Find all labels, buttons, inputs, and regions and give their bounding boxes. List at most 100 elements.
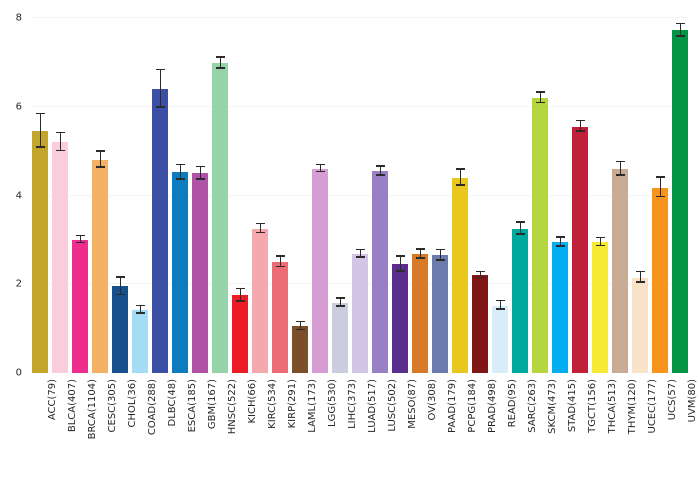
bar[interactable] (572, 126, 588, 373)
bar[interactable] (632, 277, 648, 373)
bar[interactable] (192, 173, 208, 373)
bar[interactable] (472, 275, 488, 373)
bar-group[interactable] (612, 18, 628, 373)
bar[interactable] (172, 172, 188, 373)
bar-group[interactable] (72, 18, 88, 373)
bar-group[interactable] (512, 18, 528, 373)
error-bar-line (159, 70, 161, 108)
bar-group[interactable] (652, 18, 668, 373)
bar-group[interactable] (92, 18, 108, 373)
error-bar-line (659, 177, 661, 198)
bar-group[interactable] (572, 18, 588, 373)
error-bar-cap-upper (455, 168, 465, 170)
bar[interactable] (312, 168, 328, 373)
bar-group[interactable] (212, 18, 228, 373)
error-bar-cap-upper (475, 270, 485, 273)
bar[interactable] (212, 63, 228, 373)
error-bar-cap-lower (175, 177, 185, 180)
bar[interactable] (232, 295, 248, 373)
bar[interactable] (272, 262, 288, 373)
bar[interactable] (512, 228, 528, 373)
bar-group[interactable] (452, 18, 468, 373)
bar-group[interactable] (112, 18, 128, 373)
x-tick-label: ESCA(185) (187, 379, 198, 433)
bar-group[interactable] (252, 18, 268, 373)
bar-series (30, 18, 690, 373)
error-bar-cap-upper (535, 90, 545, 93)
bar-group[interactable] (552, 18, 568, 373)
error-bar-cap-upper (155, 68, 165, 71)
bar[interactable] (532, 97, 548, 373)
bar-group[interactable] (432, 18, 448, 373)
bar[interactable] (672, 30, 688, 373)
y-tick-label: 0 (15, 367, 22, 379)
error-bar-cap-lower (415, 256, 425, 259)
bar[interactable] (392, 264, 408, 373)
bar[interactable] (492, 305, 508, 373)
bar[interactable] (592, 242, 608, 373)
error-bar-cap-lower (115, 293, 125, 296)
bar[interactable] (372, 171, 388, 373)
error-bar-cap-upper (375, 165, 385, 167)
bar-group[interactable] (532, 18, 548, 373)
bar-group[interactable] (132, 18, 148, 373)
gridline-y-6 (30, 105, 690, 107)
error-bar-cap-upper (315, 163, 325, 166)
bar-group[interactable] (292, 18, 308, 373)
bar[interactable] (252, 228, 268, 373)
bar-group[interactable] (332, 18, 348, 373)
bar[interactable] (652, 187, 668, 373)
bar-group[interactable] (32, 18, 48, 373)
bar-group[interactable] (272, 18, 288, 373)
bar[interactable] (612, 168, 628, 373)
bar[interactable] (152, 89, 168, 373)
bar[interactable] (112, 286, 128, 373)
x-tick-label: COAD(288) (147, 379, 158, 436)
error-bar-line (459, 169, 461, 186)
bar-group[interactable] (232, 18, 248, 373)
bar[interactable] (452, 177, 468, 373)
bar-group[interactable] (392, 18, 408, 373)
bar-group[interactable] (412, 18, 428, 373)
bar[interactable] (72, 239, 88, 373)
bar[interactable] (432, 255, 448, 373)
bar-group[interactable] (372, 18, 388, 373)
bar[interactable] (52, 142, 68, 373)
bar-group[interactable] (632, 18, 648, 373)
error-bar-cap-lower (615, 173, 625, 176)
error-bar-cap-lower (575, 130, 585, 133)
bar[interactable] (412, 254, 428, 373)
error-bar-line (539, 92, 541, 104)
bar[interactable] (132, 310, 148, 373)
bar-group[interactable] (352, 18, 368, 373)
error-bar-cap-lower (55, 149, 65, 152)
bar-group[interactable] (192, 18, 208, 373)
bar-group[interactable] (592, 18, 608, 373)
x-tick-label: PAAD(179) (447, 379, 458, 433)
error-bar-cap-lower (395, 270, 405, 272)
bar[interactable] (292, 326, 308, 373)
bar[interactable] (92, 160, 108, 373)
bar[interactable] (332, 302, 348, 373)
error-bar-line (639, 272, 641, 283)
bar-group[interactable] (172, 18, 188, 373)
error-bar-cap-lower (335, 305, 345, 307)
error-bar-cap-upper (555, 236, 565, 238)
error-bar-cap-lower (555, 244, 565, 247)
error-bar-line (79, 236, 81, 244)
error-bar-line (139, 306, 141, 314)
bar[interactable] (552, 242, 568, 373)
bar-group[interactable] (472, 18, 488, 373)
bar-group[interactable] (52, 18, 68, 373)
x-tick-label: CHOL(36) (127, 379, 138, 428)
bar-group[interactable] (312, 18, 328, 373)
bar[interactable] (32, 131, 48, 373)
bar[interactable] (352, 254, 368, 373)
bar-group[interactable] (492, 18, 508, 373)
bar-group[interactable] (152, 18, 168, 373)
error-bar-cap-upper (195, 165, 205, 168)
bar-group[interactable] (672, 18, 688, 373)
x-tick-label: GBM(167) (207, 379, 218, 430)
error-bar-cap-upper (275, 255, 285, 257)
